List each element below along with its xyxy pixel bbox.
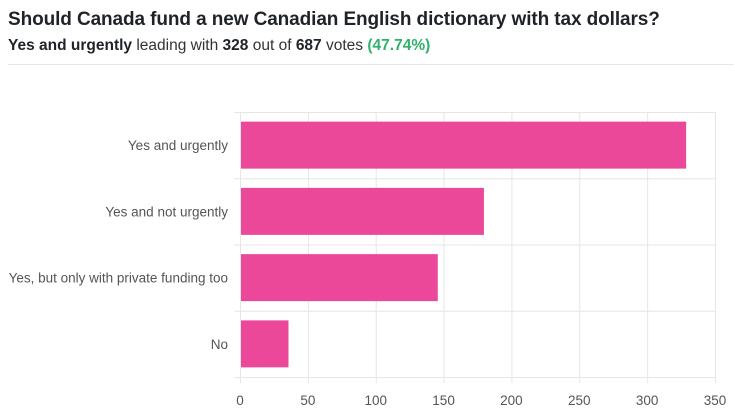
poll-header: Should Canada fund a new Canadian Englis… — [8, 8, 728, 56]
header-divider — [8, 64, 734, 65]
category-label: No — [211, 337, 228, 352]
x-tick-label: 350 — [704, 393, 727, 408]
bar — [241, 254, 438, 302]
out-of-text: out of — [252, 37, 292, 54]
poll-question-title: Should Canada fund a new Canadian Englis… — [8, 9, 660, 30]
leading-percent: (47.74%) — [367, 37, 431, 54]
x-tick-label: 50 — [300, 393, 315, 408]
leading-option: Yes and urgently — [8, 37, 133, 54]
x-tick-label: 300 — [636, 393, 659, 408]
leading-vote-count: 328 — [222, 37, 249, 54]
votes-text: votes — [326, 37, 364, 54]
category-label: Yes and not urgently — [105, 204, 228, 219]
bar — [241, 121, 687, 169]
x-tick-label: 250 — [568, 393, 591, 408]
x-tick-label: 200 — [500, 393, 523, 408]
leading-with-text: leading with — [136, 37, 219, 54]
bar — [241, 320, 289, 368]
category-label: Yes, but only with private funding too — [9, 271, 228, 286]
x-tick-label: 100 — [364, 393, 387, 408]
bar — [241, 187, 484, 235]
total-vote-count: 687 — [295, 37, 322, 54]
poll-summary: Yes and urgently leading with 328 out of… — [8, 36, 728, 56]
x-tick-label: 0 — [236, 393, 244, 408]
category-label: Yes and urgently — [128, 138, 228, 153]
x-tick-label: 150 — [432, 393, 455, 408]
